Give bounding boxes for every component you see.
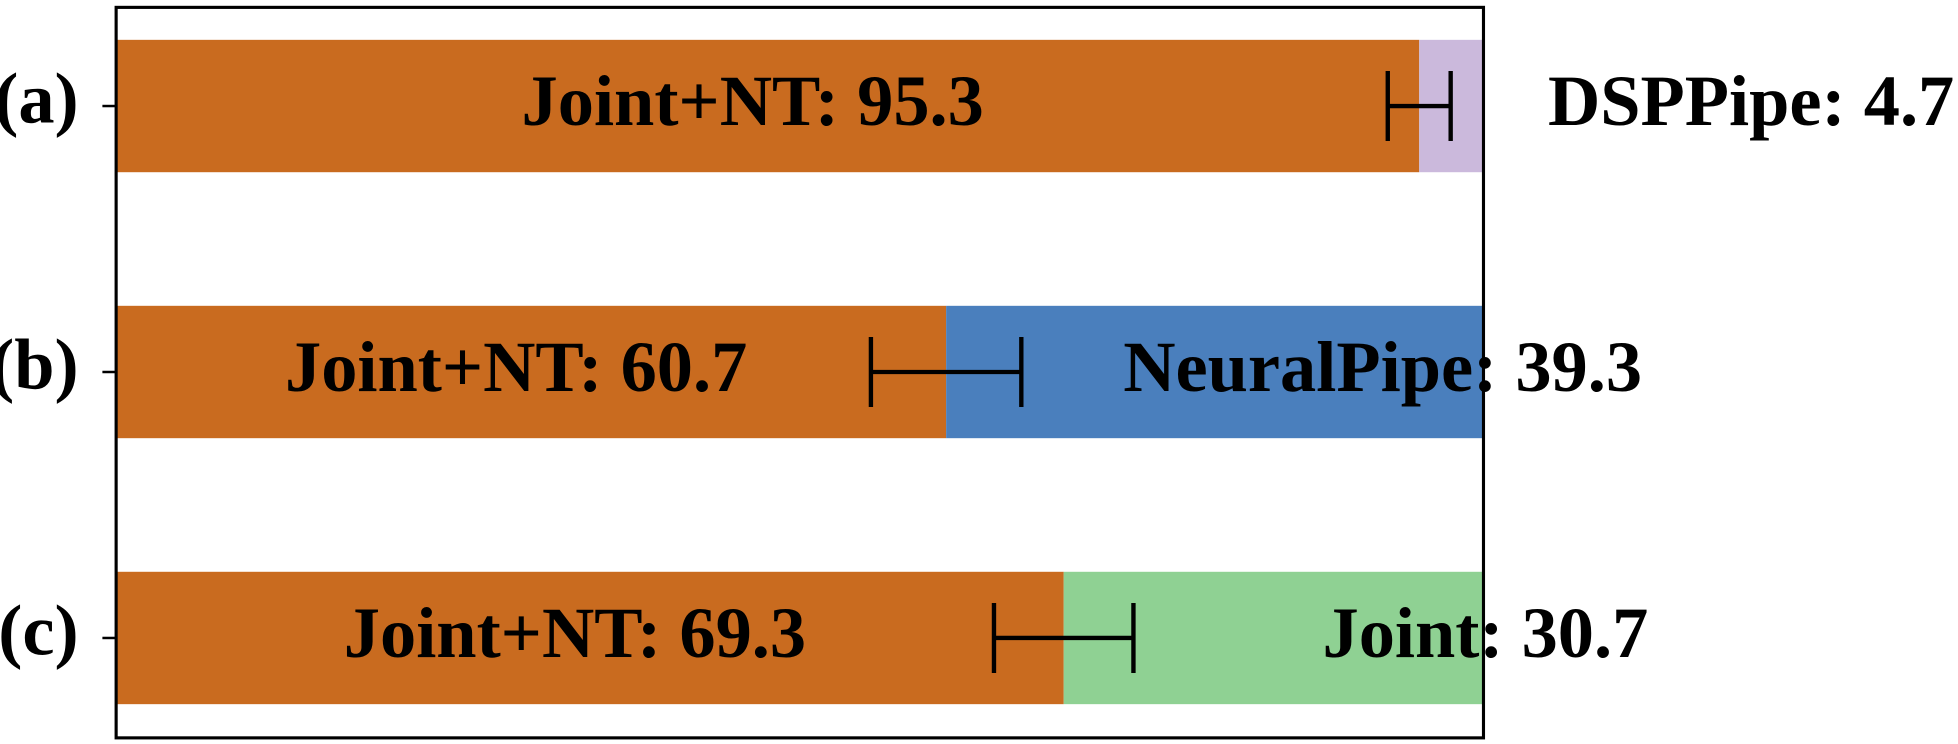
error-bar (991, 603, 1136, 673)
value-label: Joint: 30.7 (1322, 592, 1648, 673)
value-label: DSPPipe: 4.7 (1548, 60, 1954, 141)
y-tick-label: (c) (0, 590, 79, 671)
axes-frame (114, 5, 1486, 740)
value-label: Joint+NT: 95.3 (522, 60, 984, 141)
bar-segment (116, 571, 1064, 705)
bar-segment (116, 305, 947, 439)
y-tick-label: (a) (0, 58, 79, 139)
error-bar (868, 337, 1024, 407)
value-label: Joint+NT: 69.3 (344, 592, 806, 673)
error-bar (1385, 71, 1453, 141)
bar-segment (946, 305, 1484, 439)
y-tick-label: (b) (0, 324, 79, 405)
bar-segment (116, 39, 1420, 173)
value-label: NeuralPipe: 39.3 (1123, 326, 1642, 407)
value-label: Joint+NT: 60.7 (285, 326, 747, 407)
